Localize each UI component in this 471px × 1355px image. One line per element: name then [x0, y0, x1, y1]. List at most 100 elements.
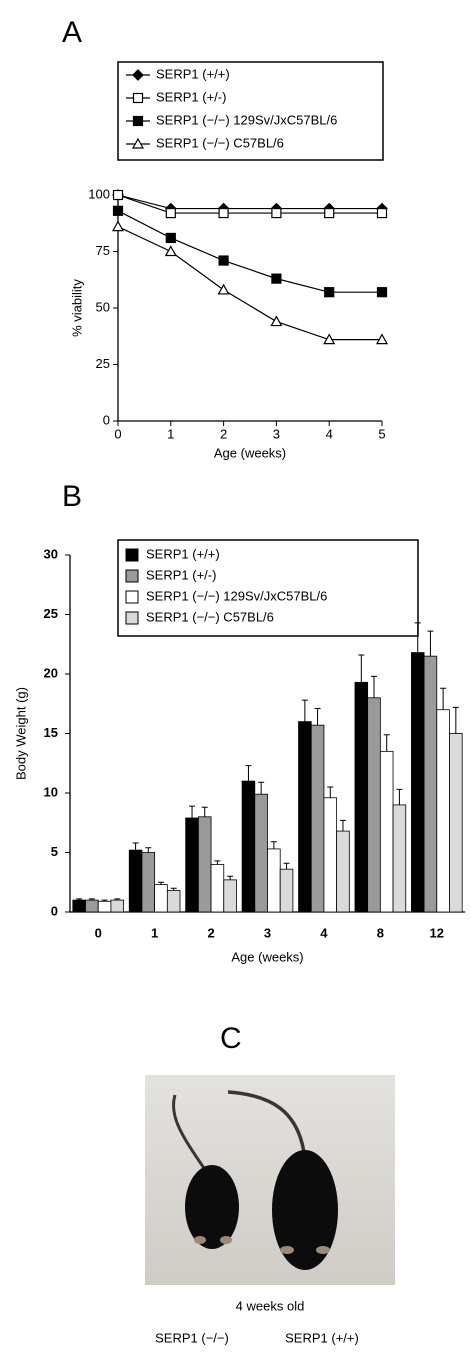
- x-tick-label: 4: [326, 426, 333, 441]
- legend-label: SERP1 (+/-): [156, 89, 226, 104]
- y-axis-label: % viability: [69, 279, 84, 337]
- series-line: [117, 210, 382, 293]
- error-bar: [258, 781, 265, 795]
- x-tick-label: 0: [114, 426, 121, 441]
- bar: [110, 899, 125, 913]
- bar: [423, 655, 438, 913]
- error-bar: [396, 788, 403, 805]
- error-bar: [440, 687, 447, 710]
- legend-box: [117, 61, 384, 161]
- error-bar: [327, 786, 334, 798]
- error-bar: [88, 898, 95, 901]
- error-bar: [314, 708, 321, 726]
- y-tick-label: 30: [44, 546, 58, 561]
- series-line: [117, 226, 382, 341]
- error-bar: [76, 898, 83, 901]
- marker: [132, 69, 144, 81]
- error-bar: [227, 875, 234, 880]
- bar: [410, 652, 425, 913]
- error-bar: [339, 819, 346, 832]
- x-tick-label: 0: [95, 925, 102, 940]
- photo-label: SERP1 (+/+): [285, 1330, 359, 1345]
- bar: [197, 816, 212, 913]
- error-bar: [170, 887, 177, 891]
- marker: [271, 207, 282, 219]
- photo-label: SERP1 (−/−): [155, 1330, 229, 1345]
- marker: [132, 115, 144, 127]
- error-bar: [452, 706, 459, 734]
- panel-label: A: [62, 16, 82, 49]
- marker: [131, 137, 145, 149]
- legend-label: SERP1 (−/−) C57BL/6: [146, 609, 274, 624]
- y-tick-label: 5: [51, 844, 58, 859]
- marker: [132, 92, 144, 104]
- marker: [218, 207, 229, 219]
- marker: [270, 315, 283, 327]
- error-bar: [132, 842, 139, 851]
- bar: [128, 849, 143, 913]
- y-tick-label: 15: [44, 725, 58, 740]
- marker: [375, 333, 389, 345]
- y-tick-label: 100: [88, 186, 110, 201]
- marker: [376, 207, 388, 219]
- bar: [379, 750, 394, 913]
- marker: [324, 287, 335, 298]
- bar: [367, 697, 381, 913]
- error-bar: [383, 734, 390, 752]
- error-bar: [114, 898, 121, 901]
- legend-label: SERP1 (−/−) C57BL/6: [156, 135, 284, 150]
- x-tick-label: 4: [320, 925, 328, 940]
- x-tick-label: 1: [151, 925, 158, 940]
- x-tick-label: 3: [264, 925, 271, 940]
- bar: [310, 724, 325, 913]
- legend-swatch: [125, 590, 139, 604]
- marker: [112, 205, 124, 216]
- error-bar: [358, 654, 365, 683]
- y-tick-label: 25: [96, 356, 110, 371]
- bar: [141, 852, 156, 913]
- y-tick-label: 0: [103, 412, 110, 427]
- marker: [165, 232, 176, 244]
- legend-label: SERP1 (+/-): [146, 567, 216, 582]
- x-axis-label: Age (weeks): [214, 445, 286, 460]
- marker: [164, 245, 177, 257]
- legend-box: [117, 539, 419, 637]
- error-bar: [157, 881, 164, 885]
- error-bar: [283, 862, 290, 870]
- bar: [154, 884, 168, 913]
- bar: [336, 830, 350, 913]
- legend-swatch: [125, 548, 139, 562]
- bar: [185, 817, 199, 913]
- y-tick-label: 75: [96, 243, 110, 258]
- x-tick-label: 3: [273, 426, 280, 441]
- y-tick-label: 20: [44, 665, 58, 680]
- marker: [217, 283, 230, 295]
- panel-label: C: [220, 1022, 242, 1055]
- bar: [354, 681, 369, 913]
- bar: [97, 900, 112, 913]
- x-axis-label: Age (weeks): [231, 949, 303, 964]
- error-bar: [214, 860, 221, 865]
- legend-label: SERP1 (+/+): [146, 546, 220, 561]
- bar: [323, 797, 338, 913]
- bar: [166, 890, 181, 913]
- marker: [324, 207, 335, 219]
- error-bar: [371, 675, 378, 698]
- x-tick-label: 5: [378, 426, 385, 441]
- bar: [449, 733, 463, 913]
- error-bar: [145, 847, 152, 853]
- error-bar: [270, 841, 277, 849]
- y-axis-label: Body Weight (g): [13, 687, 28, 780]
- bar: [298, 721, 312, 913]
- marker: [218, 255, 229, 266]
- x-tick-label: 12: [430, 925, 444, 940]
- y-tick-label: 10: [44, 784, 58, 799]
- legend-label: SERP1 (+/+): [156, 66, 230, 81]
- marker: [111, 220, 125, 232]
- marker: [112, 189, 124, 201]
- x-tick-label: 8: [377, 925, 384, 940]
- bar: [223, 879, 237, 913]
- photo: [145, 1075, 395, 1285]
- bar: [267, 848, 281, 913]
